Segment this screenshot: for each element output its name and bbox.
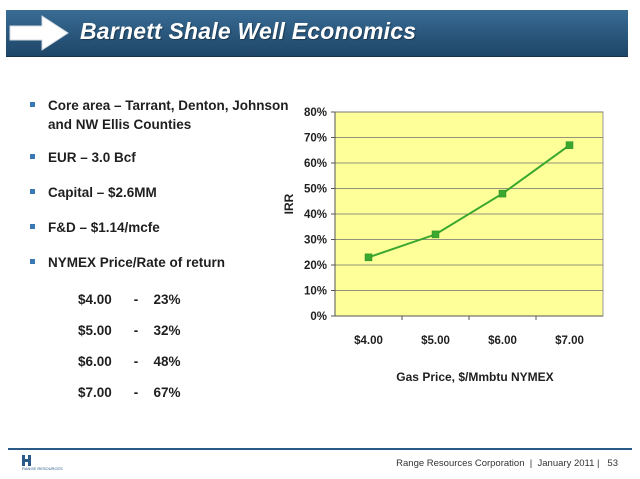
bullet-fd: F&D – $1.14/mcfe <box>30 218 292 237</box>
y-tick-label: 70% <box>304 133 327 145</box>
rate-value: 67% <box>153 385 181 400</box>
separator: - <box>133 385 139 400</box>
bullet-nymex: NYMEX Price/Rate of return <box>30 253 292 272</box>
bullet-text: EUR – 3.0 Bcf <box>48 150 136 165</box>
footer-sep: | <box>529 458 533 469</box>
y-tick-label: 80% <box>304 107 327 119</box>
price-row: $6.00 - 48% <box>78 352 181 383</box>
data-point <box>431 230 440 239</box>
price-value: $5.00 <box>78 323 112 338</box>
price-value: $7.00 <box>78 385 112 400</box>
price-value: $4.00 <box>78 292 112 307</box>
price-value: $6.00 <box>78 354 112 369</box>
bullet-text: NYMEX Price/Rate of return <box>48 255 226 270</box>
y-tick-label: 20% <box>304 260 327 272</box>
x-axis-label: Gas Price, $/Mmbtu NYMEX <box>396 370 553 384</box>
y-axis-label: IRR <box>282 193 296 214</box>
price-row: $4.00 - 23% <box>78 290 181 321</box>
data-point <box>364 253 373 262</box>
separator: - <box>133 354 139 369</box>
page-title: Barnett Shale Well Economics <box>80 18 417 44</box>
bullet-core-area: Core area – Tarrant, Denton, Johnson and… <box>30 96 292 134</box>
price-rate-table: $4.00 - 23% $5.00 - 32% $6.00 - 48% $7.00 - … <box>78 290 181 414</box>
rate-value: 48% <box>153 354 181 369</box>
bullet-text: F&D – $1.14/mcfe <box>48 220 160 235</box>
footer-sep: | <box>597 458 600 469</box>
footer-company: Range Resources Corporation <box>396 458 525 469</box>
y-tick-label: 50% <box>304 184 327 196</box>
bullet-list: Core area – Tarrant, Denton, Johnson and… <box>30 96 292 272</box>
footer-text: Range Resources Corporation | January 20… <box>396 458 618 469</box>
y-tick-label: 30% <box>304 235 327 247</box>
bullet-square-icon <box>30 102 35 107</box>
x-tick-label: $5.00 <box>421 335 450 347</box>
bullet-square-icon <box>30 224 35 229</box>
bullet-text: Core area – Tarrant, Denton, Johnson and… <box>48 98 289 132</box>
price-row: $5.00 - 32% <box>78 321 181 352</box>
rate-value: 32% <box>153 323 181 338</box>
data-point <box>565 141 574 149</box>
bullet-capital: Capital – $2.6MM <box>30 183 292 202</box>
arrow-icon <box>9 15 69 51</box>
bullet-square-icon <box>30 154 35 159</box>
footer-date: January 2011 <box>537 458 595 469</box>
bullet-text: Capital – $2.6MM <box>48 185 157 200</box>
y-tick-label: 40% <box>304 209 327 221</box>
x-tick-label: $4.00 <box>354 335 383 347</box>
data-point <box>498 189 507 198</box>
logo-text: RANGE RESOURCES <box>22 466 63 471</box>
price-row: $7.00 - 67% <box>78 383 181 414</box>
bullet-eur: EUR – 3.0 Bcf <box>30 148 292 167</box>
series-line <box>368 144 571 259</box>
x-tick-label: $7.00 <box>555 335 584 347</box>
rate-value: 23% <box>153 292 181 307</box>
bullet-square-icon <box>30 189 35 194</box>
separator: - <box>133 292 139 307</box>
bullet-square-icon <box>30 259 35 264</box>
y-tick-label: 0% <box>310 311 327 323</box>
y-tick-label: 60% <box>304 158 327 170</box>
y-tick-label: 10% <box>304 286 327 298</box>
footer-page: 53 <box>607 458 618 469</box>
range-resources-logo-icon: RANGE RESOURCES <box>22 455 63 471</box>
x-tick-label: $6.00 <box>488 335 517 347</box>
separator: - <box>133 323 139 338</box>
title-bar: Barnett Shale Well Economics <box>6 10 628 57</box>
footer-divider <box>8 448 632 450</box>
